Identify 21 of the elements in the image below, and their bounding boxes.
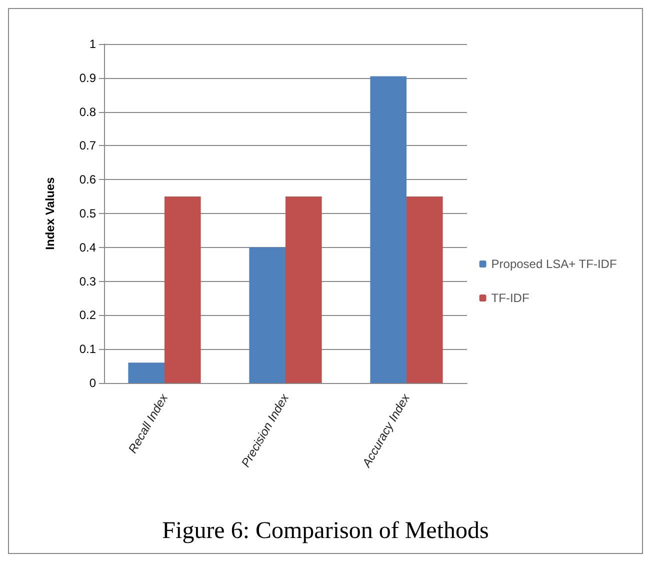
bar [249,247,286,383]
bar [164,196,201,383]
y-tick-label: 0.7 [79,138,96,153]
bar [406,196,443,383]
caption: Figure 6: Comparison of Methods [162,518,489,544]
y-tick-label: 0 [89,376,96,390]
y-tick-label: 0.1 [79,342,96,356]
y-tick-label: 1 [89,37,96,51]
y-tick-label: 0.4 [79,240,96,254]
y-tick-label: 0.2 [79,308,96,322]
bar [128,362,164,383]
legend-label: TF-IDF [491,291,530,305]
y-tick-label: 0.6 [79,172,96,187]
y-tick-label: 0.3 [79,274,96,288]
y-tick-label: 0.9 [79,70,96,85]
bar [286,196,322,383]
y-axis-title: Index Values [43,176,57,250]
legend-label: Proposed LSA+ TF-IDF [491,257,617,271]
y-tick-label: 0.8 [79,104,96,119]
bar [370,76,406,383]
y-tick-label: 0.5 [79,206,96,220]
